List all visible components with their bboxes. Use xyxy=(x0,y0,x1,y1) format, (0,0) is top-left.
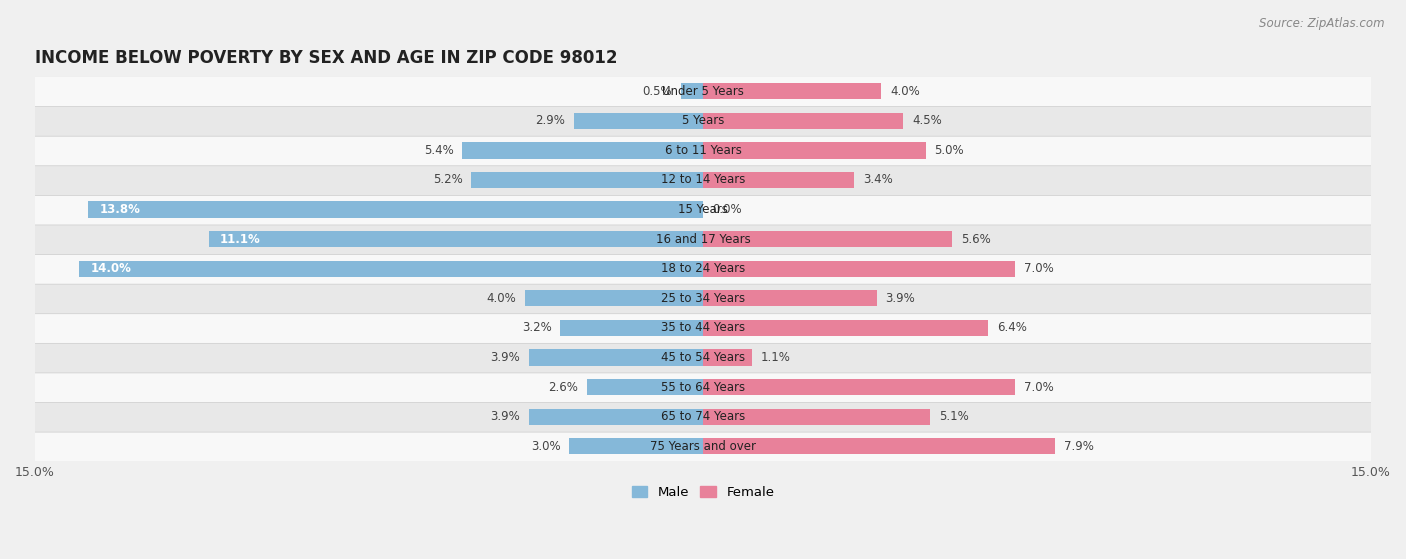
Text: 12 to 14 Years: 12 to 14 Years xyxy=(661,173,745,187)
Text: 7.9%: 7.9% xyxy=(1064,440,1094,453)
Text: INCOME BELOW POVERTY BY SEX AND AGE IN ZIP CODE 98012: INCOME BELOW POVERTY BY SEX AND AGE IN Z… xyxy=(35,49,617,67)
Bar xyxy=(588,379,703,395)
Text: Source: ZipAtlas.com: Source: ZipAtlas.com xyxy=(1260,17,1385,30)
FancyBboxPatch shape xyxy=(34,372,1372,402)
Bar xyxy=(208,231,703,247)
Text: 75 Years and over: 75 Years and over xyxy=(650,440,756,453)
Text: 55 to 64 Years: 55 to 64 Years xyxy=(661,381,745,394)
Text: 65 to 74 Years: 65 to 74 Years xyxy=(661,410,745,423)
Bar xyxy=(703,113,904,129)
Bar xyxy=(703,438,1054,454)
Text: Under 5 Years: Under 5 Years xyxy=(662,85,744,98)
Text: 2.6%: 2.6% xyxy=(548,381,578,394)
Bar xyxy=(463,143,703,159)
Text: 3.0%: 3.0% xyxy=(531,440,561,453)
Text: 4.0%: 4.0% xyxy=(890,85,920,98)
Text: 5.1%: 5.1% xyxy=(939,410,969,423)
Text: 3.4%: 3.4% xyxy=(863,173,893,187)
Bar xyxy=(703,349,752,366)
Text: 6.4%: 6.4% xyxy=(997,321,1026,334)
Legend: Male, Female: Male, Female xyxy=(626,481,780,505)
Bar xyxy=(703,231,952,247)
Text: 13.8%: 13.8% xyxy=(100,203,141,216)
Text: 3.2%: 3.2% xyxy=(522,321,551,334)
FancyBboxPatch shape xyxy=(34,194,1372,225)
Bar xyxy=(703,260,1015,277)
FancyBboxPatch shape xyxy=(34,401,1372,432)
Bar xyxy=(561,320,703,336)
FancyBboxPatch shape xyxy=(34,135,1372,166)
Text: 7.0%: 7.0% xyxy=(1024,381,1053,394)
Text: 5.0%: 5.0% xyxy=(935,144,965,157)
Text: 5.4%: 5.4% xyxy=(423,144,454,157)
Text: 1.1%: 1.1% xyxy=(761,351,790,364)
Bar xyxy=(89,201,703,217)
Text: 5 Years: 5 Years xyxy=(682,114,724,127)
Text: 5.2%: 5.2% xyxy=(433,173,463,187)
Text: 0.5%: 0.5% xyxy=(643,85,672,98)
Bar xyxy=(703,379,1015,395)
Text: 16 and 17 Years: 16 and 17 Years xyxy=(655,233,751,245)
Text: 2.9%: 2.9% xyxy=(536,114,565,127)
FancyBboxPatch shape xyxy=(34,106,1372,136)
Text: 3.9%: 3.9% xyxy=(491,351,520,364)
Text: 4.0%: 4.0% xyxy=(486,292,516,305)
Text: 45 to 54 Years: 45 to 54 Years xyxy=(661,351,745,364)
Text: 18 to 24 Years: 18 to 24 Years xyxy=(661,262,745,275)
Bar xyxy=(703,172,855,188)
Bar xyxy=(703,143,925,159)
Bar xyxy=(574,113,703,129)
Text: 3.9%: 3.9% xyxy=(491,410,520,423)
FancyBboxPatch shape xyxy=(34,164,1372,196)
FancyBboxPatch shape xyxy=(34,253,1372,284)
FancyBboxPatch shape xyxy=(34,76,1372,107)
Text: 25 to 34 Years: 25 to 34 Years xyxy=(661,292,745,305)
FancyBboxPatch shape xyxy=(34,312,1372,343)
Text: 0.0%: 0.0% xyxy=(711,203,741,216)
FancyBboxPatch shape xyxy=(34,431,1372,462)
Text: 4.5%: 4.5% xyxy=(912,114,942,127)
FancyBboxPatch shape xyxy=(34,224,1372,254)
Text: 6 to 11 Years: 6 to 11 Years xyxy=(665,144,741,157)
Bar xyxy=(681,83,703,100)
Bar xyxy=(524,290,703,306)
Text: 5.6%: 5.6% xyxy=(962,233,991,245)
Bar xyxy=(703,320,988,336)
Bar xyxy=(529,409,703,425)
Text: 35 to 44 Years: 35 to 44 Years xyxy=(661,321,745,334)
FancyBboxPatch shape xyxy=(34,342,1372,373)
Bar xyxy=(529,349,703,366)
Text: 3.9%: 3.9% xyxy=(886,292,915,305)
Bar xyxy=(703,83,882,100)
Bar xyxy=(80,260,703,277)
Text: 11.1%: 11.1% xyxy=(219,233,260,245)
FancyBboxPatch shape xyxy=(34,283,1372,314)
Text: 7.0%: 7.0% xyxy=(1024,262,1053,275)
Bar xyxy=(703,290,877,306)
Text: 14.0%: 14.0% xyxy=(90,262,132,275)
Text: 15 Years: 15 Years xyxy=(678,203,728,216)
Bar xyxy=(471,172,703,188)
Bar xyxy=(569,438,703,454)
Bar xyxy=(703,409,931,425)
